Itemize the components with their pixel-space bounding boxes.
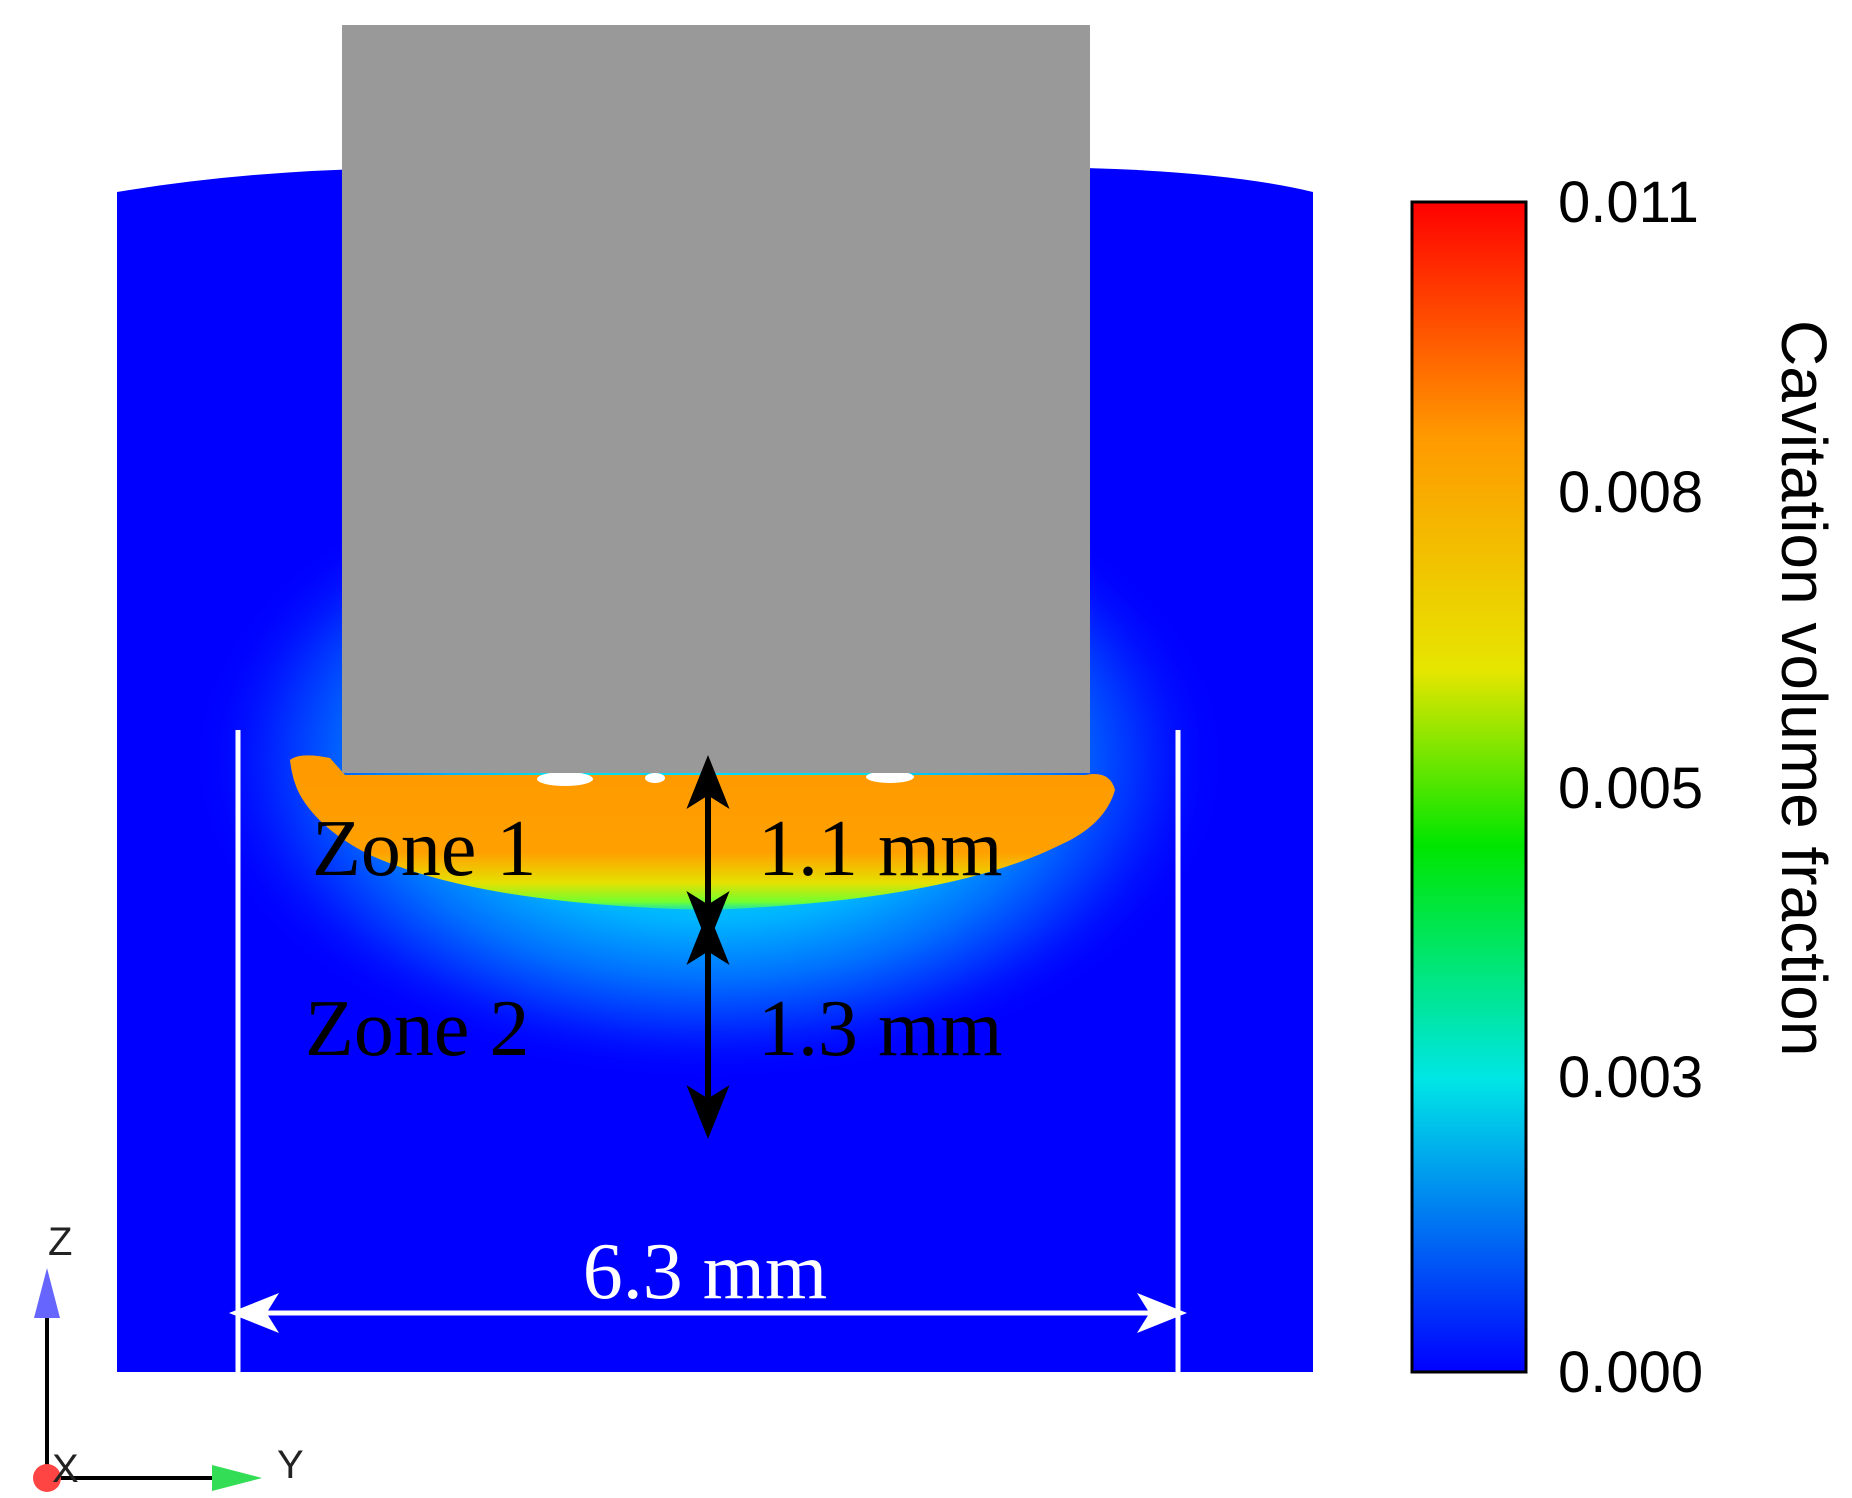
y-axis-label: Y [277,1443,304,1487]
colorbar-ticks: 0.011 0.008 0.005 0.003 0.000 [1558,170,1703,1405]
x-axis-label: X [52,1447,79,1491]
colorbar-tick-label: 0.005 [1558,756,1703,821]
cavity-spots [537,771,914,786]
x-axis-dot-icon [33,1464,61,1492]
zone2-label: Zone 2 [305,985,529,1073]
zone2-depth-label: 1.3 mm [758,985,1002,1073]
width-label: 6.3 mm [583,1228,827,1316]
sonotrode-horn [342,25,1090,773]
zone1-label: Zone 1 [312,805,536,893]
colorbar-title: Cavitation volume fraction [1768,320,1840,1056]
colorbar-tick-label: 0.011 [1558,170,1699,235]
axes-triad: Z Y X [33,1220,304,1492]
colorbar-tick-label: 0.008 [1558,460,1703,525]
zone1-depth-label: 1.1 mm [758,805,1002,893]
z-axis-label: Z [48,1220,72,1264]
y-axis-arrow-icon [212,1465,262,1491]
colorbar [1410,200,1528,1374]
z-axis-arrow-icon [34,1268,60,1318]
colorbar-tick-label: 0.000 [1558,1340,1703,1405]
colorbar-tick-label: 0.003 [1558,1045,1703,1110]
